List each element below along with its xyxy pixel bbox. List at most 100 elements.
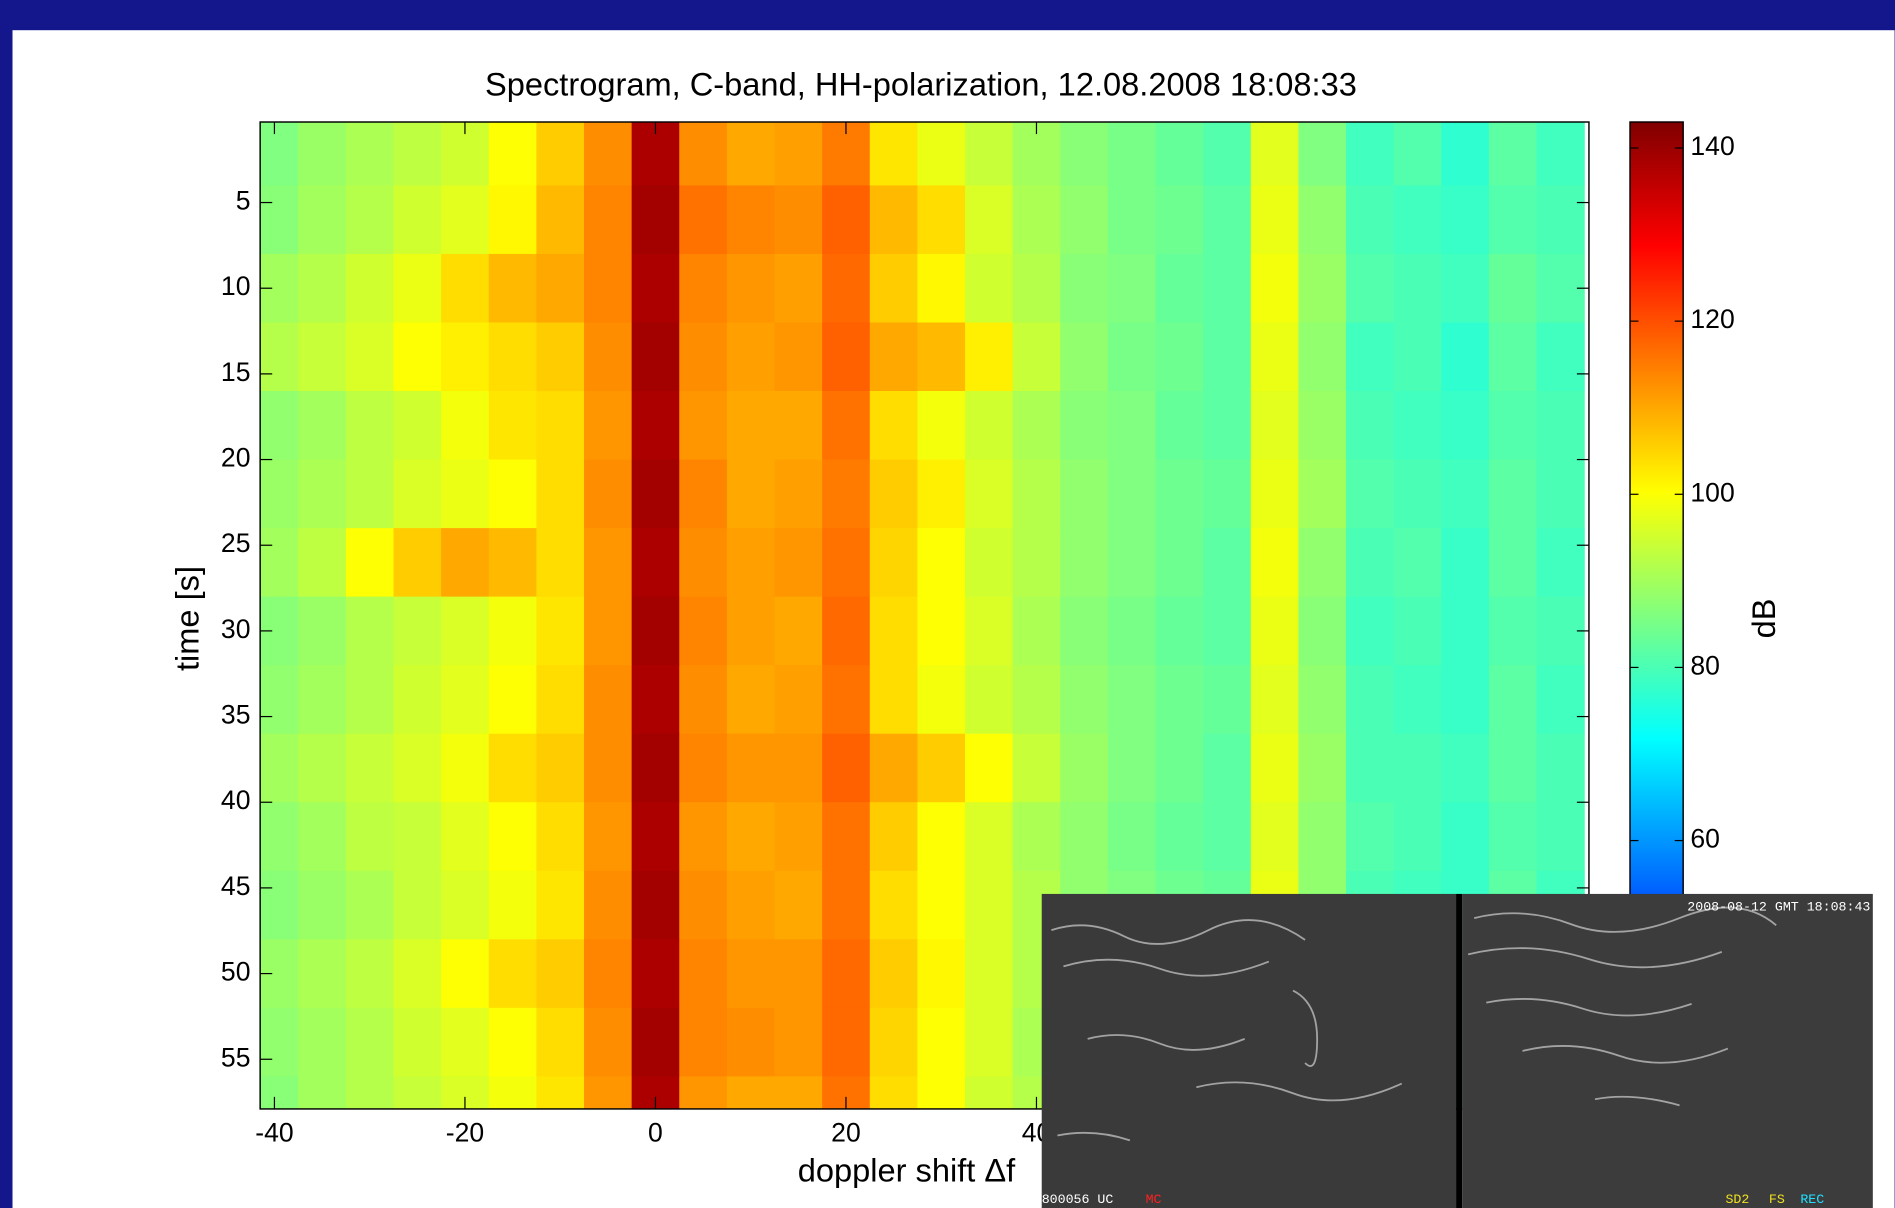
- heatmap-cell: [584, 939, 633, 1009]
- heatmap-cell: [1298, 528, 1347, 598]
- heatmap-cell: [441, 391, 490, 461]
- heatmap-cell: [726, 253, 776, 324]
- photo-caption: 800056 UC: [1042, 1192, 1114, 1207]
- heatmap-cell: [1250, 322, 1300, 392]
- heatmap-cell: [536, 391, 585, 461]
- heatmap-cell: [1155, 391, 1204, 461]
- heatmap-cell: [1155, 459, 1204, 529]
- colorbar-tick-label: 100: [1690, 477, 1734, 507]
- heatmap-cell: [774, 733, 823, 803]
- heatmap-cell: [1298, 253, 1347, 324]
- heatmap-cell: [1441, 733, 1490, 803]
- heatmap-cell: [917, 733, 966, 803]
- heatmap-cell: [488, 322, 537, 392]
- heatmap-cell: [965, 253, 1014, 324]
- heatmap-cell: [822, 939, 871, 1009]
- heatmap-cell: [1060, 665, 1109, 735]
- heatmap-cell: [1155, 322, 1204, 392]
- heatmap-cell: [536, 253, 585, 324]
- heatmap-cell: [298, 185, 347, 255]
- photo-caption: FS: [1769, 1192, 1785, 1207]
- photo-caption: SD2: [1725, 1192, 1749, 1207]
- heatmap-cell: [631, 322, 680, 392]
- colorbar-tick-label: 140: [1690, 131, 1734, 161]
- heatmap-cell: [1107, 733, 1157, 803]
- heatmap-cell: [584, 596, 633, 666]
- heatmap-cell: [584, 459, 633, 529]
- heatmap-cell: [1536, 122, 1585, 187]
- heatmap-cell: [536, 802, 585, 872]
- heatmap-cell: [488, 870, 537, 940]
- heatmap-cell: [917, 939, 966, 1009]
- heatmap-cell: [917, 322, 966, 392]
- heatmap-cell: [822, 596, 871, 666]
- y-tick-label: 50: [221, 957, 251, 987]
- heatmap-cell: [393, 391, 442, 461]
- heatmap-cell: [965, 939, 1014, 1009]
- heatmap-cell: [774, 596, 823, 666]
- heatmap-cell: [393, 459, 442, 529]
- heatmap-cell: [774, 665, 823, 735]
- colorbar-tick-label: 80: [1690, 650, 1720, 680]
- heatmap-cell: [488, 802, 537, 872]
- heatmap-cell: [679, 391, 728, 461]
- heatmap-cell: [345, 122, 395, 187]
- heatmap-cell: [679, 122, 728, 187]
- heatmap-cell: [1298, 459, 1347, 529]
- heatmap-cell: [393, 122, 442, 187]
- heatmap-cell: [1536, 322, 1585, 392]
- heatmap-cell: [1060, 122, 1109, 187]
- heatmap-cell: [1536, 528, 1585, 598]
- heatmap-cell: [345, 253, 395, 324]
- heatmap-cell: [965, 1076, 1014, 1109]
- heatmap-cell: [631, 459, 680, 529]
- heatmap-cell: [536, 870, 585, 940]
- heatmap-cell: [584, 1076, 633, 1109]
- heatmap-cell: [260, 459, 299, 529]
- heatmap-cell: [1346, 185, 1395, 255]
- heatmap-cell: [488, 528, 537, 598]
- heatmap-cell: [393, 322, 442, 392]
- heatmap-cell: [917, 122, 966, 187]
- y-tick-label: 5: [236, 186, 251, 216]
- heatmap-cell: [822, 802, 871, 872]
- colorbar-label: dB: [1745, 599, 1782, 639]
- heatmap-cell: [1012, 459, 1061, 529]
- heatmap-cell: [917, 596, 966, 666]
- photo-caption: REC: [1800, 1192, 1824, 1207]
- heatmap-cell: [679, 733, 728, 803]
- heatmap-cell: [536, 122, 585, 187]
- y-tick-label: 55: [221, 1042, 251, 1072]
- heatmap-cell: [1060, 322, 1109, 392]
- heatmap-cell: [726, 122, 776, 187]
- heatmap-cell: [393, 733, 442, 803]
- heatmap-cell: [488, 1076, 537, 1109]
- colorbar-tick-label: 60: [1690, 824, 1720, 854]
- heatmap-cell: [869, 733, 919, 803]
- heatmap-cell: [1536, 459, 1585, 529]
- heatmap-cell: [822, 870, 871, 940]
- heatmap-cell: [536, 1007, 585, 1077]
- heatmap-cell: [260, 122, 299, 187]
- heatmap-cell: [822, 665, 871, 735]
- heatmap-cell: [1488, 185, 1538, 255]
- heatmap-cell: [536, 459, 585, 529]
- heatmap-cell: [631, 733, 680, 803]
- heatmap-cell: [1298, 733, 1347, 803]
- heatmap-cell: [298, 322, 347, 392]
- heatmap-cell: [536, 665, 585, 735]
- heatmap-cell: [1393, 122, 1442, 187]
- heatmap-cell: [1536, 391, 1585, 461]
- heatmap-cell: [345, 1007, 395, 1077]
- heatmap-cell: [1060, 391, 1109, 461]
- heatmap-cell: [345, 596, 395, 666]
- heatmap-cell: [1346, 253, 1395, 324]
- heatmap-cell: [1393, 733, 1442, 803]
- heatmap-cell: [584, 528, 633, 598]
- heatmap-cell: [631, 665, 680, 735]
- heatmap-cell: [869, 391, 919, 461]
- y-tick-label: 30: [221, 614, 251, 644]
- heatmap-cell: [298, 939, 347, 1009]
- heatmap-cell: [345, 870, 395, 940]
